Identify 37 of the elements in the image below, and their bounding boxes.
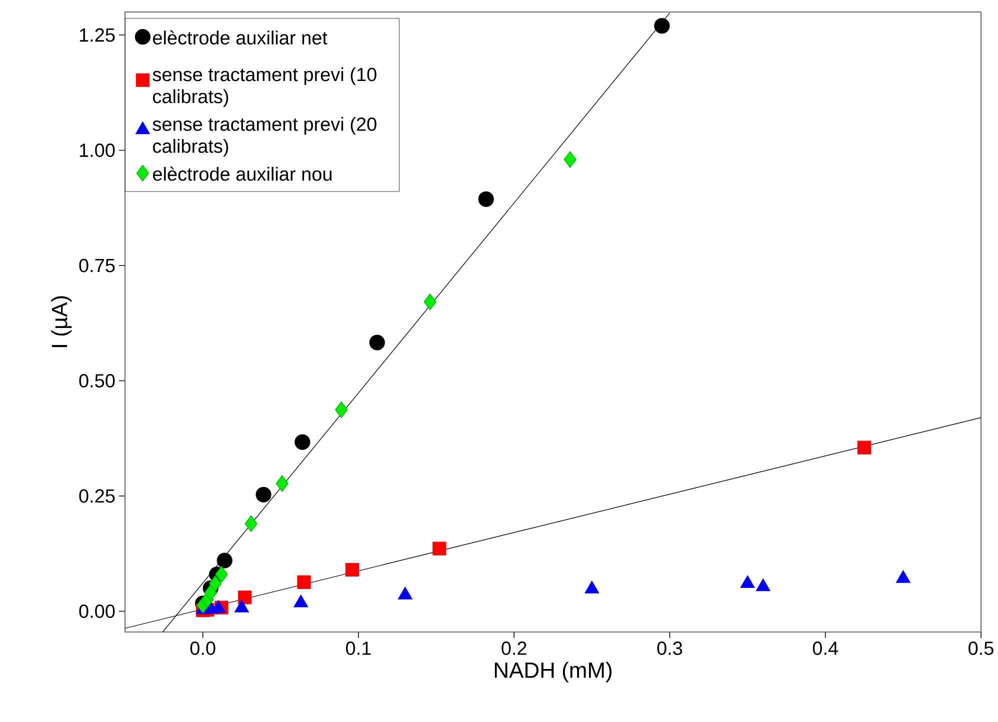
- x-tick-label: 0.0: [190, 642, 216, 655]
- x-tick-label: 0.2: [502, 642, 526, 655]
- point: [564, 151, 576, 168]
- point: [654, 18, 670, 34]
- point: [238, 590, 252, 604]
- legend-label: sense tractament previ (20 calibrats): [152, 116, 376, 157]
- legend-label: elèctrode auxiliar net: [153, 30, 328, 45]
- x-tick-label: 0.4: [812, 642, 838, 655]
- point: [432, 542, 446, 556]
- point: [345, 562, 360, 577]
- y-tick-label: 0.00: [79, 604, 115, 618]
- x-tick-label: 0.1: [346, 642, 371, 655]
- point: [857, 440, 872, 454]
- point: [478, 191, 494, 207]
- point: [208, 575, 222, 592]
- point: [335, 402, 348, 418]
- point: [204, 584, 217, 602]
- point: [369, 334, 385, 350]
- point: [216, 552, 232, 568]
- y-tick-label: 0.75: [79, 258, 115, 272]
- legend-label: elèctrode auxiliar nou: [153, 166, 332, 181]
- point: [297, 575, 311, 589]
- y-tick-label: 0.50: [79, 374, 115, 388]
- x-tick-label: 0.5: [968, 642, 994, 655]
- point: [244, 515, 258, 532]
- point: [294, 434, 310, 450]
- point: [256, 486, 272, 502]
- point: [215, 566, 228, 583]
- y-tick-label: 0.25: [79, 489, 115, 503]
- x-tick-label: 0.3: [657, 642, 682, 655]
- y-tick-label: 1.00: [80, 144, 115, 158]
- point: [276, 475, 288, 492]
- y-tick-label: 1.25: [80, 28, 115, 42]
- point: [424, 294, 436, 310]
- x-axis-title: NADH (mM): [494, 662, 612, 682]
- y-axis-title: I (µA): [51, 296, 72, 348]
- legend-label: sense tractament previ (10 calibrats): [152, 67, 376, 107]
